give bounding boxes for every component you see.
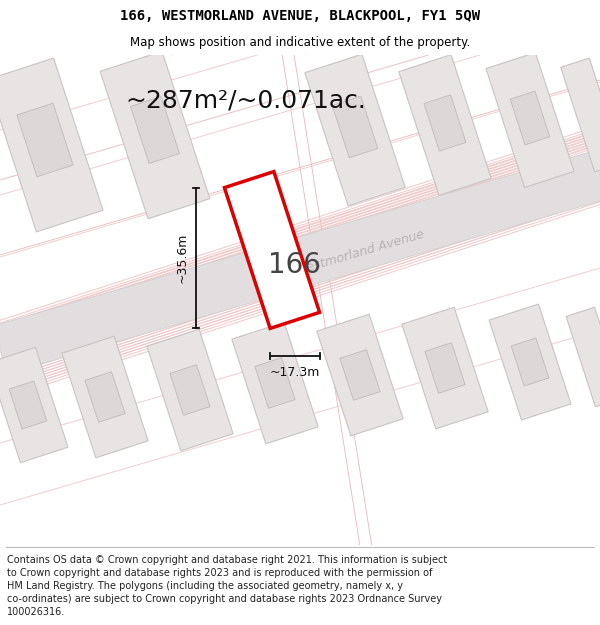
Polygon shape xyxy=(255,357,295,408)
Polygon shape xyxy=(100,51,210,219)
Polygon shape xyxy=(317,314,403,436)
Polygon shape xyxy=(224,172,320,328)
Polygon shape xyxy=(511,338,549,386)
Polygon shape xyxy=(85,372,125,423)
Polygon shape xyxy=(170,365,210,415)
Text: 166, WESTMORLAND AVENUE, BLACKPOOL, FY1 5QW: 166, WESTMORLAND AVENUE, BLACKPOOL, FY1 … xyxy=(120,9,480,24)
Polygon shape xyxy=(305,54,405,206)
Polygon shape xyxy=(424,95,466,151)
Polygon shape xyxy=(340,350,380,400)
Polygon shape xyxy=(566,308,600,407)
Text: Map shows position and indicative extent of the property.: Map shows position and indicative extent… xyxy=(130,36,470,49)
Polygon shape xyxy=(399,54,491,196)
Polygon shape xyxy=(232,322,318,444)
Polygon shape xyxy=(9,381,47,429)
Polygon shape xyxy=(131,96,179,164)
Polygon shape xyxy=(425,342,465,393)
Polygon shape xyxy=(402,308,488,429)
Polygon shape xyxy=(0,348,68,462)
Polygon shape xyxy=(332,96,378,158)
Polygon shape xyxy=(251,206,293,264)
Polygon shape xyxy=(147,329,233,451)
Polygon shape xyxy=(62,336,148,458)
Polygon shape xyxy=(0,151,600,374)
Text: ~35.6m: ~35.6m xyxy=(176,233,189,283)
Text: Contains OS data © Crown copyright and database right 2021. This information is : Contains OS data © Crown copyright and d… xyxy=(7,554,448,618)
Polygon shape xyxy=(0,58,103,232)
Polygon shape xyxy=(561,58,600,172)
Text: ~17.3m: ~17.3m xyxy=(269,366,320,379)
Text: ~287m²/~0.071ac.: ~287m²/~0.071ac. xyxy=(125,88,366,112)
Text: Westmorland Avenue: Westmorland Avenue xyxy=(293,228,427,278)
Polygon shape xyxy=(510,91,550,145)
Polygon shape xyxy=(486,52,574,187)
Polygon shape xyxy=(224,172,320,328)
Polygon shape xyxy=(489,304,571,420)
Text: 166: 166 xyxy=(268,251,320,279)
Polygon shape xyxy=(17,103,73,177)
